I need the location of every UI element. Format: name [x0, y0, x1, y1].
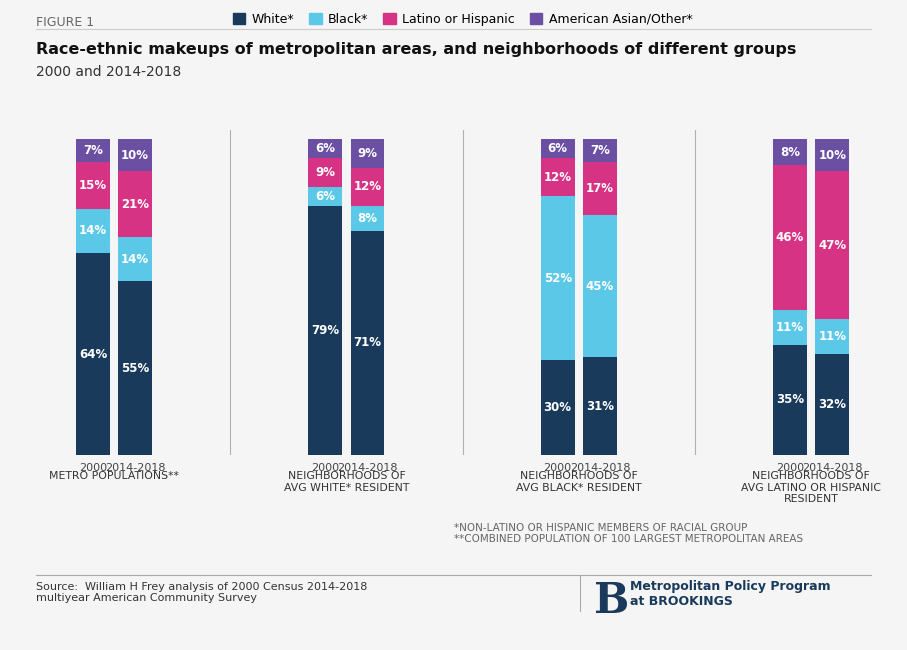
- Text: 9%: 9%: [316, 166, 336, 179]
- Bar: [583, 215, 617, 358]
- Text: 15%: 15%: [79, 179, 107, 192]
- Text: 31%: 31%: [586, 400, 614, 413]
- Legend: White*, Black*, Latino or Hispanic, American Asian/Other*: White*, Black*, Latino or Hispanic, Amer…: [233, 13, 692, 26]
- Text: 8%: 8%: [780, 146, 800, 159]
- Bar: [351, 168, 385, 206]
- Text: NEIGHBORHOODS OF
AVG WHITE* RESIDENT: NEIGHBORHOODS OF AVG WHITE* RESIDENT: [284, 471, 409, 493]
- Text: 55%: 55%: [121, 362, 150, 375]
- Text: 52%: 52%: [543, 272, 571, 285]
- Bar: [118, 237, 152, 281]
- Bar: [773, 310, 807, 345]
- Bar: [583, 140, 617, 162]
- Bar: [308, 159, 342, 187]
- Text: 46%: 46%: [775, 231, 805, 244]
- Text: 9%: 9%: [357, 147, 377, 160]
- Bar: [815, 171, 849, 319]
- Bar: [541, 360, 574, 455]
- Text: 7%: 7%: [83, 144, 102, 157]
- Text: 47%: 47%: [818, 239, 846, 252]
- Bar: [351, 140, 385, 168]
- Text: 12%: 12%: [543, 171, 571, 184]
- Bar: [351, 231, 385, 455]
- Text: Source:  William H Frey analysis of 2000 Census 2014-2018
multiyear American Com: Source: William H Frey analysis of 2000 …: [36, 582, 367, 603]
- Text: Race-ethnic makeups of metropolitan areas, and neighborhoods of different groups: Race-ethnic makeups of metropolitan area…: [36, 42, 796, 57]
- Text: 11%: 11%: [818, 330, 846, 343]
- Bar: [773, 344, 807, 455]
- Bar: [308, 206, 342, 455]
- Bar: [76, 209, 110, 253]
- Text: 10%: 10%: [122, 149, 149, 162]
- Bar: [773, 164, 807, 310]
- Bar: [541, 196, 574, 360]
- Text: 30%: 30%: [543, 401, 571, 414]
- Text: 32%: 32%: [818, 398, 846, 411]
- Text: Metropolitan Policy Program
at BROOKINGS: Metropolitan Policy Program at BROOKINGS: [630, 580, 831, 608]
- Bar: [815, 354, 849, 455]
- Bar: [76, 253, 110, 455]
- Bar: [351, 206, 385, 231]
- Text: 71%: 71%: [354, 337, 382, 350]
- Text: *NON-LATINO OR HISPANIC MEMBERS OF RACIAL GROUP: *NON-LATINO OR HISPANIC MEMBERS OF RACIA…: [454, 523, 746, 533]
- Text: B: B: [594, 580, 629, 622]
- Bar: [815, 140, 849, 171]
- Bar: [118, 171, 152, 237]
- Bar: [583, 162, 617, 215]
- Text: NEIGHBORHOODS OF
AVG BLACK* RESIDENT: NEIGHBORHOODS OF AVG BLACK* RESIDENT: [516, 471, 641, 493]
- Bar: [76, 162, 110, 209]
- Text: 8%: 8%: [357, 212, 377, 225]
- Text: 6%: 6%: [316, 190, 336, 203]
- Bar: [583, 358, 617, 455]
- Text: 14%: 14%: [121, 253, 149, 266]
- Bar: [541, 159, 574, 196]
- Text: 6%: 6%: [548, 142, 568, 155]
- Bar: [815, 319, 849, 354]
- Bar: [118, 140, 152, 171]
- Text: 12%: 12%: [354, 180, 382, 193]
- Text: 10%: 10%: [818, 149, 846, 162]
- Bar: [118, 281, 152, 455]
- Bar: [76, 140, 110, 162]
- Bar: [308, 140, 342, 159]
- Bar: [308, 187, 342, 206]
- Bar: [541, 140, 574, 159]
- Text: 79%: 79%: [311, 324, 339, 337]
- Text: 64%: 64%: [79, 348, 107, 361]
- Text: 2000 and 2014-2018: 2000 and 2014-2018: [36, 65, 181, 79]
- Text: METRO POPULATIONS**: METRO POPULATIONS**: [49, 471, 179, 481]
- Text: 11%: 11%: [776, 320, 804, 333]
- Bar: [773, 140, 807, 164]
- Text: 6%: 6%: [316, 142, 336, 155]
- Text: 45%: 45%: [586, 280, 614, 292]
- Text: NEIGHBORHOODS OF
AVG LATINO OR HISPANIC
RESIDENT: NEIGHBORHOODS OF AVG LATINO OR HISPANIC …: [741, 471, 881, 504]
- Text: **COMBINED POPULATION OF 100 LARGEST METROPOLITAN AREAS: **COMBINED POPULATION OF 100 LARGEST MET…: [454, 534, 803, 544]
- Text: 35%: 35%: [776, 393, 805, 406]
- Text: 7%: 7%: [590, 144, 610, 157]
- Text: 21%: 21%: [122, 198, 149, 211]
- Text: 14%: 14%: [79, 224, 107, 237]
- Text: FIGURE 1: FIGURE 1: [36, 16, 94, 29]
- Text: 17%: 17%: [586, 182, 614, 195]
